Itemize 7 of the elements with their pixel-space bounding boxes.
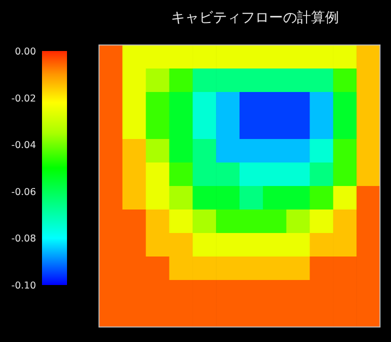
color-bar-label: -0.10	[11, 280, 36, 292]
color-bar-label: 0.00	[14, 46, 36, 58]
chart-title: キャビティフローの計算例	[171, 10, 339, 26]
color-bar-label: -0.02	[11, 93, 36, 104]
color-bar-label: -0.06	[11, 186, 36, 198]
color-bar-label: -0.08	[11, 234, 36, 245]
color-bar-label: -0.04	[11, 140, 36, 152]
